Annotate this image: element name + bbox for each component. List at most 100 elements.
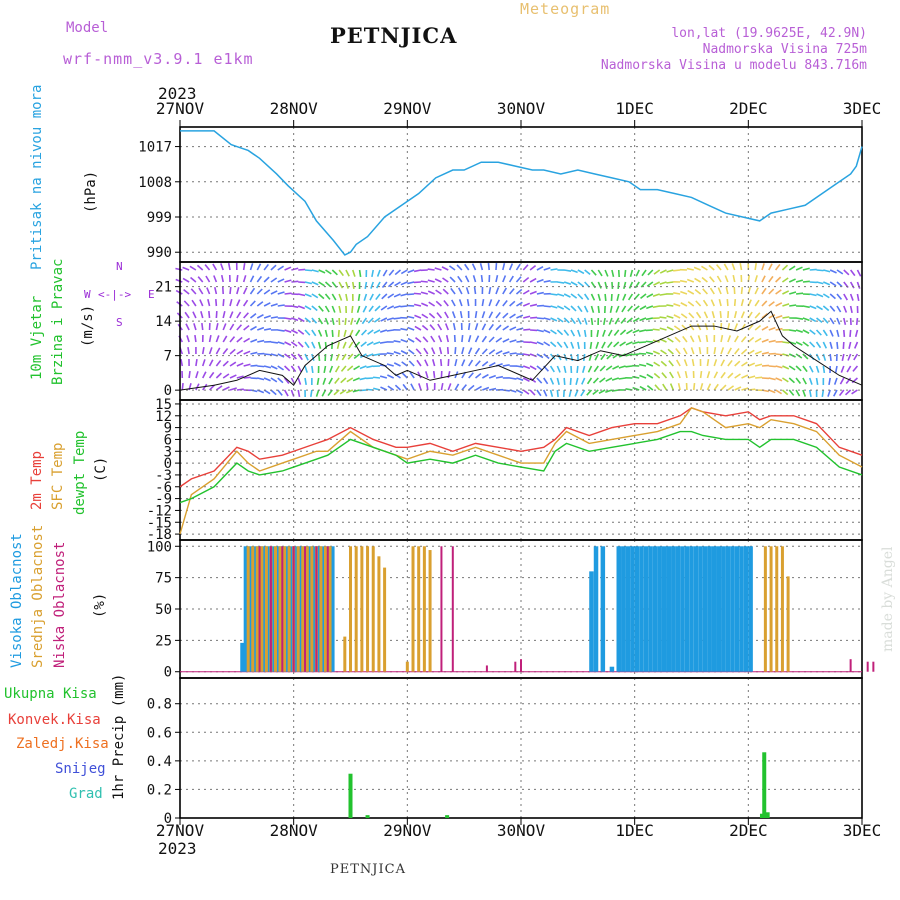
wind-arrow <box>318 281 326 287</box>
wind-arrow <box>675 359 681 367</box>
wind-arrow <box>243 324 250 331</box>
wind-arrow <box>632 375 640 379</box>
altitude-label: Nadmorska Visina 725m <box>702 42 867 57</box>
wind-arrow <box>740 299 745 307</box>
cloud-bar-high <box>643 546 649 672</box>
ytick-label: 12 <box>155 409 172 425</box>
cloud-bar-mid <box>775 546 779 672</box>
wind-arrow <box>277 353 285 358</box>
wind-arrow <box>427 279 435 283</box>
wind-arrow <box>823 281 831 286</box>
wind-arrow <box>474 335 480 343</box>
wind-arrow <box>263 314 271 319</box>
wind-arrow <box>611 269 615 278</box>
wind-arrow <box>310 389 313 398</box>
wind-arrow <box>488 323 494 331</box>
wind-arrow <box>481 335 488 343</box>
wind-arrow <box>593 365 599 373</box>
wind-arrow <box>836 269 844 275</box>
precip-ylabel-grad: Grad <box>69 786 103 802</box>
xtick-label-bottom: 29NOV <box>383 821 432 840</box>
wind-arrow <box>717 287 722 295</box>
wind-arrow <box>522 289 530 295</box>
wind-arrow <box>256 313 264 319</box>
wind-arrow <box>809 317 817 323</box>
wind-arrow <box>529 389 536 396</box>
wind-arrow <box>236 362 244 367</box>
wind-arrow <box>849 269 856 277</box>
wind-arrow <box>734 386 742 391</box>
cloud-bar-low <box>292 546 295 672</box>
wind-arrow <box>256 288 263 295</box>
wind-arrow <box>474 347 481 355</box>
wind-arrow <box>297 305 306 310</box>
wind-arrow <box>523 315 531 319</box>
wind-arrow <box>563 329 570 336</box>
wind-arrow <box>222 386 230 391</box>
wind-arrow <box>583 317 588 325</box>
wind-arrow <box>710 299 715 307</box>
xtick-label-bottom: 27NOV <box>156 821 205 840</box>
wind-arrow <box>284 353 291 359</box>
wind-arrow <box>583 293 590 301</box>
wind-arrow <box>808 389 812 398</box>
wind-arrow <box>639 317 647 322</box>
wind-arrow <box>516 340 524 343</box>
wind-arrow <box>543 329 551 334</box>
wind-arrow <box>426 382 429 391</box>
wind-arrow <box>357 293 361 302</box>
wind-arrow <box>366 341 374 347</box>
wind-arrow <box>543 377 549 385</box>
wind-arrow <box>270 290 278 295</box>
wind-arrow <box>556 317 564 323</box>
wind-arrow <box>624 269 627 278</box>
wind-arrow <box>257 339 265 343</box>
wind-arrow <box>229 299 233 307</box>
ytick-label: 3 <box>164 444 172 460</box>
wind-arrow <box>598 389 606 395</box>
wind-arrow <box>709 276 715 283</box>
wind-arrow <box>291 280 299 283</box>
wind-arrow <box>345 281 349 289</box>
wind-arrow <box>324 329 328 337</box>
wind-arrow <box>422 336 429 343</box>
wind-arrow <box>236 299 241 307</box>
wind-arrow <box>713 359 718 367</box>
wind-arrow <box>615 305 620 313</box>
cloud-bar-high <box>266 546 271 672</box>
cloud-bar-high <box>600 546 606 672</box>
wind-arrow <box>740 286 744 295</box>
wind-arrow <box>550 268 558 271</box>
wind-arrow <box>846 365 852 373</box>
wind-arrow <box>215 347 221 355</box>
wind-arrow <box>754 363 763 367</box>
wind-arrow <box>836 341 839 350</box>
wind-arrow <box>324 281 332 288</box>
wind-arrow <box>626 329 633 335</box>
wind-arrow <box>263 289 271 295</box>
ytick-label: 0 <box>164 383 172 399</box>
wind-arrow <box>249 275 255 283</box>
wind-arrow <box>716 275 722 283</box>
wind-arrow <box>481 311 486 319</box>
wind-arrow <box>543 305 551 308</box>
wind-arrow <box>694 277 701 283</box>
wind-arrow <box>754 299 760 307</box>
wind-arrow <box>543 317 551 321</box>
wind-arrow <box>550 317 558 322</box>
wind-arrow <box>338 281 344 289</box>
wind-arrow <box>440 382 444 391</box>
wind-arrow <box>666 326 674 331</box>
wind-arrow <box>186 335 190 343</box>
wind-arrow <box>788 265 796 271</box>
wind-arrow <box>609 305 613 314</box>
wind-arrow <box>516 365 524 368</box>
wind-arrow <box>639 305 647 311</box>
wind-arrow <box>829 329 834 337</box>
wind-arrow <box>754 324 762 331</box>
wind-arrow <box>549 365 555 373</box>
wind-arrow <box>515 263 521 271</box>
wind-arrow <box>661 372 668 379</box>
ytick-label: -9 <box>155 492 172 508</box>
